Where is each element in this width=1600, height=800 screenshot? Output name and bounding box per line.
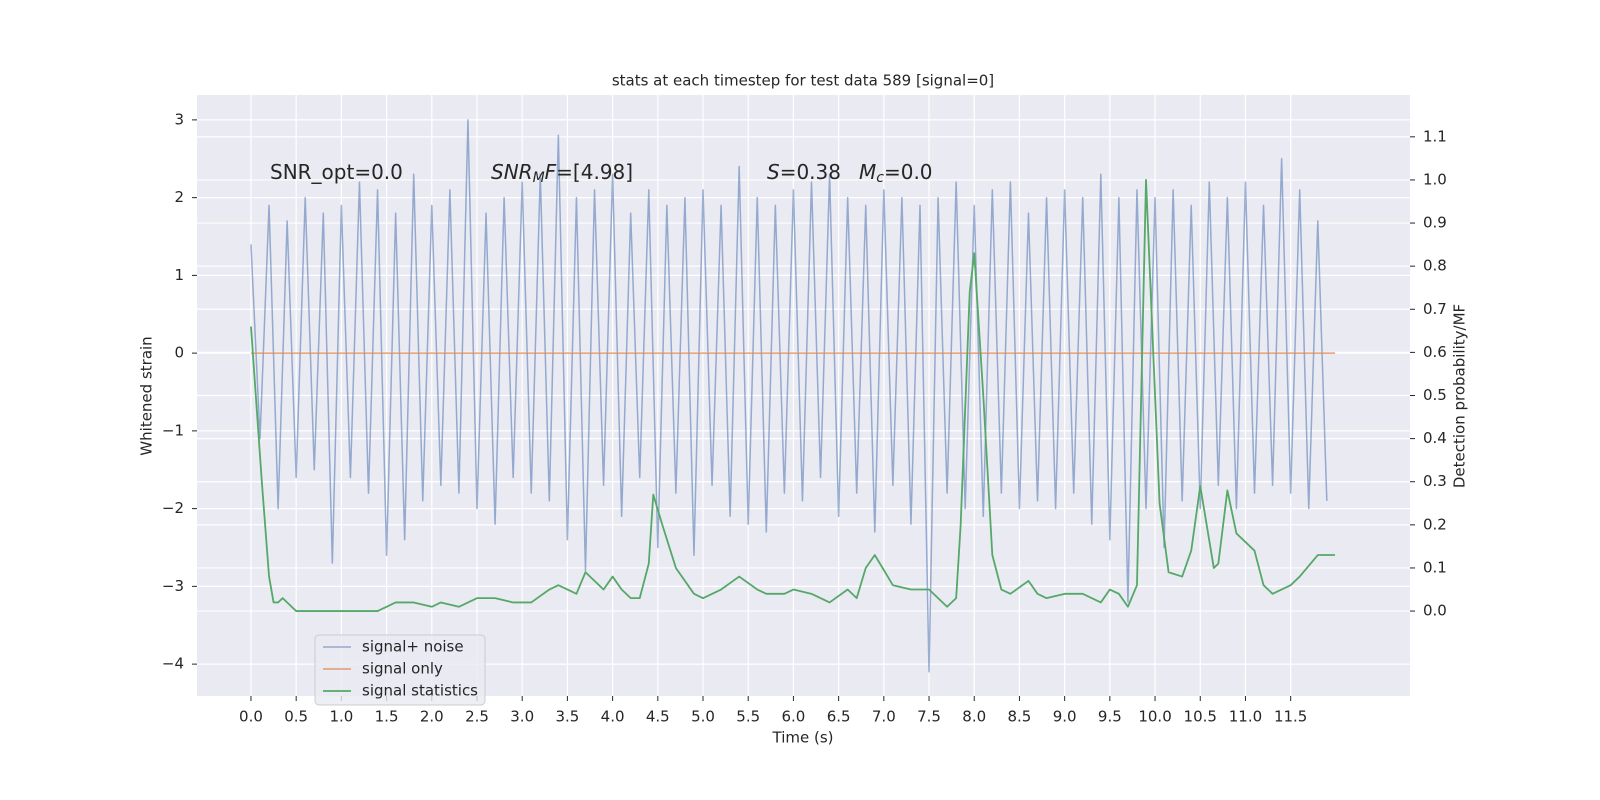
- y-tick-label: −2: [162, 499, 184, 517]
- x-tick-label: 10.5: [1184, 708, 1217, 726]
- y2-tick-label: 0.1: [1423, 558, 1447, 576]
- x-tick-label: 6.0: [781, 708, 805, 726]
- annotation-part: c: [876, 170, 884, 186]
- y2-tick-label: 0.0: [1423, 602, 1447, 620]
- x-tick-label: 5.0: [691, 708, 715, 726]
- y2-tick-label: 1.0: [1423, 170, 1447, 188]
- x-tick-label: 8.0: [962, 708, 986, 726]
- annotation-part: M: [859, 160, 876, 184]
- x-tick-label: 3.5: [555, 708, 579, 726]
- y-axis-label: Whitened strain: [138, 336, 156, 455]
- legend-box: [314, 634, 486, 706]
- x-tick-label: 8.5: [1008, 708, 1032, 726]
- annotation-part: S: [767, 160, 780, 184]
- y-tick-label: 1: [174, 266, 184, 284]
- x-tick-label: 6.5: [827, 708, 851, 726]
- x-tick-label: 7.5: [917, 708, 941, 726]
- y2-tick-label: 1.1: [1423, 127, 1447, 145]
- legend-label: signal statistics: [362, 682, 478, 700]
- x-tick-label: 0.5: [284, 708, 308, 726]
- annotation-part: =0.0: [884, 160, 933, 184]
- x-tick-label: 4.0: [601, 708, 625, 726]
- legend-label: signal+ noise: [362, 638, 464, 656]
- x-tick-label: 9.0: [1053, 708, 1077, 726]
- y2-tick-label: 0.8: [1423, 257, 1447, 275]
- annotation-part: F: [545, 160, 557, 184]
- annotation-part: SNR: [491, 160, 533, 184]
- y-tick-label: −3: [162, 577, 184, 595]
- x-tick-label: 0.0: [239, 708, 263, 726]
- y2-tick-label: 0.7: [1423, 300, 1447, 318]
- annotation-part: M: [533, 170, 545, 186]
- annotation-part: =[4.98]: [556, 160, 633, 184]
- y2-axis-label: Detection probability/MF: [1451, 304, 1469, 488]
- y-tick-label: −4: [162, 655, 184, 673]
- annotation: S=0.38: [767, 160, 841, 184]
- annotation: Mc=0.0: [859, 160, 933, 187]
- x-tick-label: 5.5: [736, 708, 760, 726]
- y2-tick-label: 0.4: [1423, 429, 1447, 447]
- y-tick-label: 0: [174, 344, 184, 362]
- x-tick-label: 1.5: [375, 708, 399, 726]
- x-tick-label: 1.0: [329, 708, 353, 726]
- y2-tick-label: 0.5: [1423, 386, 1447, 404]
- x-tick-label: 2.0: [420, 708, 444, 726]
- x-tick-label: 10.0: [1138, 708, 1171, 726]
- annotation: SNR_opt=0.0: [270, 160, 403, 184]
- x-tick-label: 3.0: [510, 708, 534, 726]
- y2-tick-label: 0.2: [1423, 515, 1447, 533]
- annotation: SNRMF=[4.98]: [491, 160, 633, 187]
- x-axis-label: Time (s): [772, 729, 834, 747]
- annotation-part: SNR_opt=0.0: [270, 160, 403, 184]
- chart-title: stats at each timestep for test data 589…: [612, 72, 994, 90]
- y2-tick-label: 0.9: [1423, 214, 1447, 232]
- annotation-part: =0.38: [780, 160, 841, 184]
- x-tick-label: 11.5: [1274, 708, 1307, 726]
- y-tick-label: −1: [162, 421, 184, 439]
- y2-tick-label: 0.6: [1423, 343, 1447, 361]
- legend-label: signal only: [362, 660, 443, 678]
- series-line: [250, 119, 1328, 673]
- x-tick-label: 2.5: [465, 708, 489, 726]
- x-tick-label: 9.5: [1098, 708, 1122, 726]
- y2-tick-label: 0.3: [1423, 472, 1447, 490]
- y-tick-label: 2: [174, 188, 184, 206]
- x-tick-label: 4.5: [646, 708, 670, 726]
- y-tick-label: 3: [174, 110, 184, 128]
- series-line: [250, 179, 1335, 612]
- x-tick-label: 7.0: [872, 708, 896, 726]
- marks: [250, 119, 1335, 673]
- x-tick-label: 11.0: [1229, 708, 1262, 726]
